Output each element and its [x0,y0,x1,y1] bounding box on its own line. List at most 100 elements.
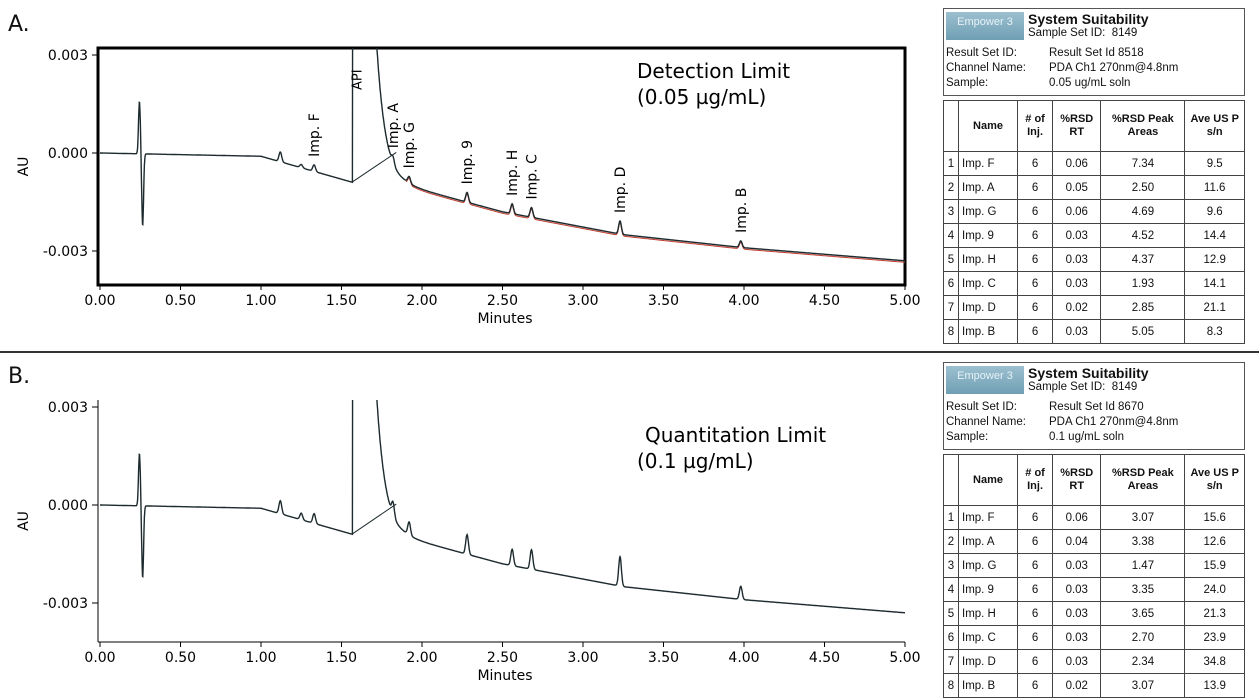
suitability-title: System Suitability [1028,365,1149,381]
table-cell: 6 [943,271,959,296]
x-tick-label: 0.50 [165,293,196,309]
table-cell: 3 [943,553,959,578]
x-tick-label: 1.50 [326,650,357,666]
peak-label: Imp. D [613,167,629,213]
panel-b-label: B. [8,364,31,389]
column-header: Name [958,100,1018,152]
table-cell: 4 [943,223,959,248]
table-cell: 6 [1016,247,1054,272]
table-cell: 4 [943,577,959,602]
chart-concentration: (0.05 µg/mL) [637,85,766,109]
table-cell: 6 [943,625,959,650]
peak-label: Imp. H [505,150,521,196]
column-header: Ave US P s/n [1184,454,1245,506]
table-cell: 12.6 [1184,529,1245,554]
table-cell: 21.1 [1184,295,1245,320]
table-row: 5 Imp. H 6 0.03 3.65 21.3 [943,601,1245,626]
empower-logo: Empower 3 [946,12,1024,40]
result-set-label: Result Set ID: [946,401,1017,413]
table-cell: 2.50 [1100,175,1186,200]
suitability-table: Name # of Inj. %RSD RT %RSD Peak Areas Ave U… [943,454,1245,698]
table-cell: 6 [1016,295,1054,320]
table-cell: Imp. A [958,175,1018,200]
suitability-header: Empower 3 System Suitability Sample Set … [943,8,1245,96]
table-cell: 6 [1016,319,1054,344]
x-tick-label: 4.50 [809,293,840,309]
table-cell: Imp. C [958,271,1018,296]
table-cell: Imp. D [958,295,1018,320]
table-cell: 23.9 [1184,625,1245,650]
table-cell: 0.02 [1052,295,1102,320]
system-suitability-a: Empower 3 System Suitability Sample Set … [943,8,1245,344]
y-tick-label: 0.003 [48,48,88,64]
x-tick-label: 1.00 [245,293,276,309]
column-header: %RSD RT [1052,454,1102,506]
y-axis-title: AU [16,511,32,531]
sample-row: Sample: 0.05 ug/mL soln [946,77,1242,89]
peak-label: Imp. F [307,113,323,157]
column-header: %RSD Peak Areas [1100,100,1186,152]
table-cell: Imp. 9 [958,577,1018,602]
table-cell: 0.03 [1052,553,1102,578]
table-row: 4 Imp. 9 6 0.03 3.35 24.0 [943,577,1245,602]
table-cell: 1.93 [1100,271,1186,296]
overlay-trace [405,177,905,263]
column-header: Ave US P s/n [1184,100,1245,152]
y-tick-label: 0.000 [48,498,88,514]
chromatogram-b: 0.00 0.50 1.00 1.50 2.00 2.50 3.00 3.50 4.00 4.50… [16,400,921,684]
table-row: 1 Imp. F 6 0.06 3.07 15.6 [943,505,1245,530]
table-cell: 5 [943,247,959,272]
sample-set-label: Sample Set ID: [1028,27,1106,39]
table-row: 6 Imp. C 6 0.03 2.70 23.9 [943,625,1245,650]
channel-label: Channel Name: [946,416,1026,428]
table-cell: 5 [943,601,959,626]
table-cell: 0.06 [1052,199,1102,224]
system-suitability-b: Empower 3 System Suitability Sample Set … [943,362,1245,698]
column-header: %RSD Peak Areas [1100,454,1186,506]
table-cell: 6 [1016,577,1054,602]
table-cell: 13.9 [1184,673,1245,698]
panel-a-label: A. [8,12,30,37]
table-cell: 8 [943,673,959,698]
table-row: 2 Imp. A 6 0.05 2.50 11.6 [943,175,1245,200]
sample-label: Sample: [946,431,989,443]
x-tick-label: 2.00 [406,293,437,309]
sample-value: 0.05 ug/mL soln [1049,77,1131,89]
x-tick-label: 1.50 [326,293,357,309]
sample-set-id: Sample Set ID: 8149 [1028,381,1137,393]
peak-label: Imp. A [386,103,402,149]
x-tick-label: 2.50 [487,650,518,666]
table-cell: 0.03 [1052,319,1102,344]
table-cell: Imp. H [958,601,1018,626]
table-cell: Imp. B [958,319,1018,344]
x-tick-label: 0.00 [84,650,115,666]
table-cell: 0.06 [1052,505,1102,530]
table-cell: Imp. F [958,151,1018,176]
table-row: 7 Imp. D 6 0.02 2.85 21.1 [943,295,1245,320]
suitability-table: Name # of Inj. %RSD RT %RSD Peak Areas Ave U… [943,100,1245,344]
channel-row: Channel Name: PDA Ch1 270nm@4.8nm [946,416,1242,428]
table-row: 5 Imp. H 6 0.03 4.37 12.9 [943,247,1245,272]
table-cell: 3.07 [1100,673,1186,698]
table-cell: Imp. 9 [958,223,1018,248]
x-tick-label: 4.00 [728,650,759,666]
chart-concentration: (0.1 µg/mL) [637,449,754,473]
table-cell: 4.52 [1100,223,1186,248]
table-cell: 2.70 [1100,625,1186,650]
table-cell: 2.85 [1100,295,1186,320]
table-cell: 11.6 [1184,175,1245,200]
table-cell: 3.38 [1100,529,1186,554]
table-cell: 0.03 [1052,577,1102,602]
peak-label: Imp. G [402,122,418,168]
table-cell: 2 [943,175,959,200]
y-tick-label: -0.003 [43,244,88,260]
table-cell: 3.65 [1100,601,1186,626]
table-cell: 9.6 [1184,199,1245,224]
table-cell: 34.8 [1184,649,1245,674]
table-cell: 14.1 [1184,271,1245,296]
table-cell: Imp. A [958,529,1018,554]
column-header [943,100,959,152]
table-cell: 3.07 [1100,505,1186,530]
chart-title: Quantitation Limit [645,423,826,447]
x-tick-label: 1.00 [245,650,276,666]
